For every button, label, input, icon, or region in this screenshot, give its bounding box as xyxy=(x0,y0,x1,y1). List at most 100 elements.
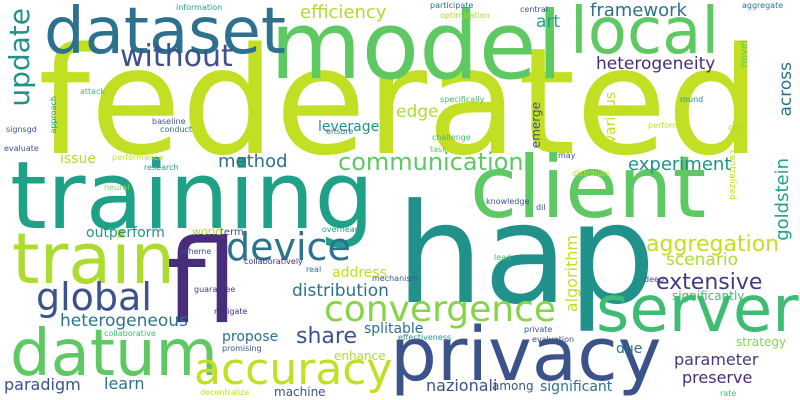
word-ensure: ensure xyxy=(326,127,354,136)
word-train: train xyxy=(12,218,175,300)
word-convergence: convergence xyxy=(324,289,557,330)
word-perform: perform xyxy=(648,121,680,130)
word-emerge: emerge xyxy=(529,102,543,149)
word-may: may xyxy=(558,151,576,160)
word-aggregation: aggregation xyxy=(646,232,780,257)
word-approach: approach xyxy=(49,96,58,134)
word-heterogeneity: heterogeneity xyxy=(596,54,716,74)
word-hap: hap xyxy=(396,174,656,335)
word-leverage: leverage xyxy=(318,119,380,135)
word-centralized: centralized xyxy=(727,150,737,200)
word-baseline: baseline xyxy=(152,117,186,126)
word-datum: datum xyxy=(10,317,218,391)
word-paradigm: paradigm xyxy=(4,375,81,394)
word-propose: propose xyxy=(222,329,279,345)
word-central: central xyxy=(520,5,548,14)
word-communication: communication xyxy=(338,148,524,176)
word-aggregate: aggregate xyxy=(742,1,784,10)
word-promising: promising xyxy=(222,344,262,353)
word-without: without xyxy=(120,39,233,74)
word-machine: machine xyxy=(274,385,326,399)
word-edge: edge xyxy=(396,102,439,122)
word-address: address xyxy=(332,265,388,281)
word-rate: rate xyxy=(720,389,737,398)
word-art: art xyxy=(536,12,561,32)
word-world: world xyxy=(192,225,223,238)
word-cost: cost xyxy=(728,123,745,132)
word-real: real xyxy=(306,265,322,274)
word-task: task xyxy=(430,145,447,154)
word-guarantee: guarantee xyxy=(194,285,236,294)
word-information: information xyxy=(176,3,223,12)
word-mechanism: mechanism xyxy=(372,274,419,283)
word-scenario: scenario xyxy=(666,250,738,270)
word-accuracy: accuracy xyxy=(194,344,393,395)
word-method: method xyxy=(218,151,288,172)
word-enhance: enhance xyxy=(334,349,386,363)
word-nazionali: nazionali xyxy=(426,376,498,395)
word-strategy: strategy xyxy=(736,335,787,349)
word-collaborative: collaborative xyxy=(104,329,156,338)
word-novel: novel xyxy=(739,40,750,68)
word-term: term xyxy=(220,227,244,238)
word-lead: lead xyxy=(494,253,512,262)
word-evaluation: evaluation xyxy=(532,335,575,344)
word-significant: significant xyxy=(540,379,613,395)
word-dil: dil xyxy=(536,203,546,212)
word-fl: fl xyxy=(165,215,239,350)
word-overhead: overhead xyxy=(322,225,360,234)
word-attack: attack xyxy=(80,87,106,96)
word-knowledge: knowledge xyxy=(486,197,530,206)
word-due: due xyxy=(616,341,643,357)
word-various: various xyxy=(603,92,619,144)
word-effectiveness: effectiveness xyxy=(398,333,452,342)
word-learn: learn xyxy=(104,374,145,393)
word-distribution: distribution xyxy=(292,281,389,301)
word-participate: participate xyxy=(430,1,474,10)
word-deep: deep xyxy=(644,275,664,284)
word-specifically: specifically xyxy=(440,95,485,104)
word-goldstein: goldstein xyxy=(772,158,793,241)
word-decentralize: decentralize xyxy=(200,388,250,397)
word-privacy: privacy xyxy=(390,312,662,398)
word-evaluate: evaluate xyxy=(4,144,39,153)
word-training: training xyxy=(10,142,375,251)
word-local: local xyxy=(570,0,720,69)
word-device: device xyxy=(226,225,351,269)
word-parameter: parameter xyxy=(674,350,759,369)
word-client: client xyxy=(470,138,707,238)
word-preserve: preserve xyxy=(682,368,753,387)
word-federated: federated xyxy=(38,16,761,188)
word-heterogeneous: heterogeneous xyxy=(60,311,188,331)
word-efficiency: efficiency xyxy=(300,2,387,23)
word-significantly: significantly xyxy=(672,289,745,303)
word-across: across xyxy=(776,62,796,117)
word-neural: neural xyxy=(104,183,130,192)
word-signsgd: signsgd xyxy=(6,125,37,134)
word-optimization: optimization xyxy=(440,11,490,20)
word-outperform: outperform xyxy=(86,225,165,241)
word-share: share xyxy=(296,324,357,349)
word-issue: issue xyxy=(60,151,96,167)
word-server: server xyxy=(596,273,799,347)
word-model: model xyxy=(270,0,563,101)
word-splitable: splitable xyxy=(364,321,424,337)
word-framework: framework xyxy=(590,0,687,21)
word-algorithm: algorithm xyxy=(562,235,581,313)
word-experiment: experiment xyxy=(628,154,732,175)
word-scheme: scheme xyxy=(180,247,212,256)
word-extensive: extensive xyxy=(656,270,763,295)
word-performance: performance xyxy=(112,153,164,162)
word-dataset: dataset xyxy=(44,0,286,69)
word-global: global xyxy=(36,275,152,319)
word-among: among xyxy=(492,379,534,393)
word-round: round xyxy=(680,95,704,104)
word-collaboratively: collaboratively xyxy=(244,257,303,266)
word-research: research xyxy=(144,163,179,172)
word-private: private xyxy=(524,325,553,334)
word-distribute: distribute xyxy=(572,169,611,178)
word-challenge: challenge xyxy=(432,133,471,142)
word-mitigate: mitigate xyxy=(214,307,248,316)
word-update: update xyxy=(3,8,36,107)
